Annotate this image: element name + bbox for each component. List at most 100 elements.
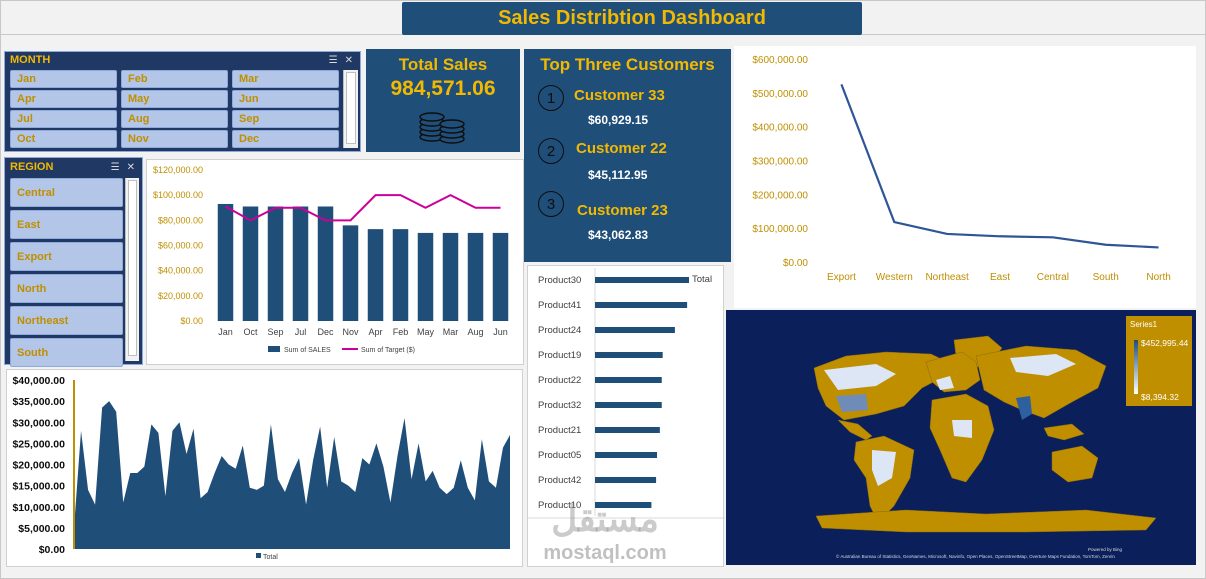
clear-filter-icon[interactable]: ✕ bbox=[344, 54, 353, 66]
x-tick-label: Nov bbox=[342, 327, 359, 337]
coins-icon bbox=[419, 112, 465, 144]
product-bar bbox=[595, 477, 657, 483]
x-tick-label: Feb bbox=[393, 327, 409, 337]
month-item-sep[interactable]: Sep bbox=[232, 110, 339, 128]
map-legend-min: $8,394.32 bbox=[1141, 392, 1179, 402]
y-tick-label: $20,000.00 bbox=[12, 460, 65, 472]
x-tick-label: Mar bbox=[443, 327, 459, 337]
top-customers-title: Top Three Customers bbox=[540, 55, 715, 74]
month-slicer-items: Jan Feb Mar Apr May Jun Jul Aug Sep Oct Nov Dec bbox=[10, 70, 343, 148]
sales-bar bbox=[292, 206, 309, 321]
region-slicer-items: Central East Export North Northeast South bbox=[10, 178, 123, 370]
sales-vs-target-svg: $0.00 $20,000.00 $40,000.00 $60,000.00 $80,0… bbox=[153, 165, 509, 354]
sales-bar bbox=[242, 206, 259, 321]
month-item-nov[interactable]: Nov bbox=[121, 130, 228, 148]
x-tick-label: South bbox=[1093, 272, 1119, 283]
month-item-jan[interactable]: Jan bbox=[10, 70, 117, 88]
region-item-south[interactable]: South bbox=[10, 338, 123, 367]
y-tick-label: $25,000.00 bbox=[12, 438, 65, 450]
usa-region bbox=[836, 394, 868, 412]
y-tick-label: $60,000.00 bbox=[158, 241, 203, 251]
sales-bar bbox=[217, 203, 234, 321]
y-tick-label: $15,000.00 bbox=[12, 481, 65, 493]
month-item-may[interactable]: May bbox=[121, 90, 228, 108]
month-item-aug[interactable]: Aug bbox=[121, 110, 228, 128]
product-label: Product21 bbox=[538, 425, 581, 436]
rank-badge: 2 bbox=[538, 138, 564, 164]
product-label: Product30 bbox=[538, 275, 581, 286]
map-powered-by: Powered by Bing bbox=[1088, 547, 1123, 552]
total-sales-title: Total Sales bbox=[398, 55, 488, 74]
map-legend: Series1 $452,995.44 $8,394.32 bbox=[1126, 316, 1192, 406]
month-item-oct[interactable]: Oct bbox=[10, 130, 117, 148]
product-label: Product24 bbox=[538, 325, 581, 336]
multi-select-icon[interactable]: ☰ bbox=[110, 161, 120, 173]
y-tick-label: $30,000.00 bbox=[12, 417, 65, 429]
sales-bar bbox=[367, 229, 384, 321]
customer-name: Customer 22 bbox=[576, 140, 667, 157]
europe-region bbox=[936, 376, 954, 390]
multi-select-icon[interactable]: ☰ bbox=[328, 54, 338, 66]
y-tick-label: $100,000.00 bbox=[752, 224, 808, 235]
sales-trend-svg: $0.00 $5,000.00 $10,000.00 $15,000.00 $20,00… bbox=[12, 375, 510, 561]
y-tick-label: $0.00 bbox=[39, 544, 65, 556]
y-tick-label: $120,000.00 bbox=[153, 165, 203, 175]
region-item-export[interactable]: Export bbox=[10, 242, 123, 271]
map-credit: © Australian Bureau of Statistics, GeoNa… bbox=[836, 554, 1115, 559]
y-tick-label: $200,000.00 bbox=[752, 190, 808, 201]
y-tick-label: $40,000.00 bbox=[12, 375, 65, 387]
watermark-text: mostaql.com bbox=[543, 542, 667, 564]
x-tick-label: Jan bbox=[218, 327, 233, 337]
sales-trend-area bbox=[74, 401, 510, 549]
x-tick-label: Aug bbox=[467, 327, 483, 337]
legend-swatch-total bbox=[256, 553, 261, 558]
sales-vs-target-chart: $0.00 $20,000.00 $40,000.00 $60,000.00 $80,0… bbox=[146, 159, 524, 365]
watermark-logo: مستقل bbox=[551, 498, 659, 539]
sales-bar bbox=[267, 206, 284, 321]
product-label: Product32 bbox=[538, 400, 581, 411]
target-line bbox=[225, 194, 501, 222]
region-slicer-scrollbar[interactable] bbox=[125, 178, 139, 361]
canada-region bbox=[824, 364, 896, 390]
region-item-east[interactable]: East bbox=[10, 210, 123, 239]
customer-item-3: 3 Customer 23 $43,062.83 bbox=[538, 191, 718, 242]
legend-label-target: Sum of Target ($) bbox=[361, 347, 415, 354]
region-item-north[interactable]: North bbox=[10, 274, 123, 303]
month-scroll-thumb[interactable] bbox=[346, 72, 356, 144]
sales-by-product-svg: Product30 Product41 Product24 Product19 Prod… bbox=[528, 268, 725, 519]
region-item-northeast[interactable]: Northeast bbox=[10, 306, 123, 335]
month-item-apr[interactable]: Apr bbox=[10, 90, 117, 108]
sales-by-product-chart: Product30 Product41 Product24 Product19 Prod… bbox=[527, 265, 725, 567]
month-item-jun[interactable]: Jun bbox=[232, 90, 339, 108]
y-tick-label: $5,000.00 bbox=[18, 523, 65, 535]
month-slicer: MONTH ☰ ✕ Jan Feb Mar Apr May Jun Jul Aug Sep Oct… bbox=[4, 51, 361, 152]
map-legend-gradient bbox=[1134, 340, 1138, 394]
legend-label-sales: Sum of SALES bbox=[284, 347, 331, 354]
x-tick-label: Export bbox=[827, 272, 856, 283]
region-slicer-header: REGION ☰ ✕ bbox=[5, 158, 142, 176]
sales-by-region-svg: $0.00 $100,000.00 $200,000.00 $300,000.00 $4… bbox=[752, 55, 1170, 283]
month-item-mar[interactable]: Mar bbox=[232, 70, 339, 88]
product-bar bbox=[595, 352, 663, 358]
russia-region bbox=[1010, 354, 1076, 376]
month-item-jul[interactable]: Jul bbox=[10, 110, 117, 128]
month-item-dec[interactable]: Dec bbox=[232, 130, 339, 148]
y-tick-label: $10,000.00 bbox=[12, 502, 65, 514]
legend-label-total: Total bbox=[263, 554, 278, 561]
month-item-feb[interactable]: Feb bbox=[121, 70, 228, 88]
product-label: Product19 bbox=[538, 350, 581, 361]
indonesia-shape bbox=[1043, 423, 1085, 441]
region-slicer: REGION ☰ ✕ Central East Export North Northea… bbox=[4, 157, 143, 367]
world-map-svg bbox=[813, 335, 1157, 533]
product-label: Product10 bbox=[538, 500, 581, 511]
x-tick-label: Dec bbox=[317, 327, 334, 337]
x-tick-label: May bbox=[417, 327, 435, 337]
customer-item-1: 1 Customer 33 $60,929.15 bbox=[538, 85, 718, 135]
customer-amount: $60,929.15 bbox=[588, 113, 649, 127]
clear-filter-icon[interactable]: ✕ bbox=[126, 161, 135, 173]
sales-by-region-chart: $0.00 $100,000.00 $200,000.00 $300,000.00 $4… bbox=[734, 46, 1196, 308]
region-scroll-thumb[interactable] bbox=[128, 180, 137, 356]
region-item-central[interactable]: Central bbox=[10, 178, 123, 207]
month-slicer-scrollbar[interactable] bbox=[343, 70, 358, 148]
product-bar bbox=[595, 427, 660, 433]
